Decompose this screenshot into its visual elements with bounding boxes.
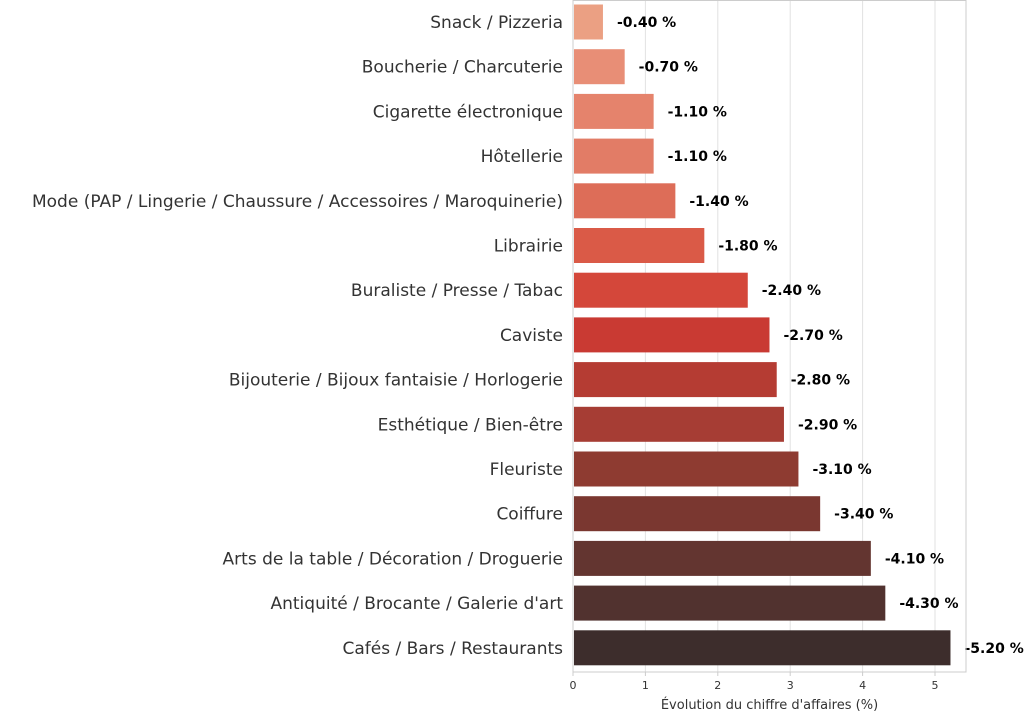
value-label: -2.70 % [783,328,842,344]
category-label: Cafés / Bars / Restaurants [342,639,563,659]
value-label: -0.40 % [617,15,676,31]
x-tick-label: 5 [932,679,939,692]
bar [574,585,886,621]
category-label: Fleuriste [490,460,563,480]
category-label: Coiffure [496,505,563,525]
bar [574,406,784,442]
value-labels: -0.40 % -0.70 % -1.10 % -1.10 % -1.40 % -1.80… [617,15,1024,657]
value-label: -1.10 % [668,104,727,120]
category-label: Hôtellerie [481,147,563,167]
value-label: -4.10 % [885,551,944,567]
value-label: -1.80 % [718,239,777,255]
category-label: Librairie [494,237,563,257]
value-label: -4.30 % [899,596,958,612]
x-tick-label: 1 [642,679,649,692]
x-tick-label: 4 [859,679,866,692]
bar [574,362,777,398]
bar [574,451,799,487]
x-tick-label: 3 [787,679,794,692]
value-label: -2.80 % [791,373,850,389]
category-label: Bijouterie / Bijoux fantaisie / Horloger… [229,371,563,391]
category-label: Arts de la table / Décoration / Drogueri… [223,549,563,569]
category-label: Buraliste / Presse / Tabac [351,281,563,301]
value-label: -5.20 % [964,641,1023,657]
value-label: -1.40 % [689,194,748,210]
bar [574,93,654,129]
bar [574,183,676,219]
category-label: Esthétique / Bien-être [378,415,563,435]
x-tick-label: 2 [714,679,721,692]
bars [574,4,951,666]
category-label: Mode (PAP / Lingerie / Chaussure / Acces… [32,192,563,212]
category-labels: Snack / Pizzeria Boucherie / Charcuterie C… [32,13,563,659]
value-label: -1.10 % [668,149,727,165]
bar [574,272,748,308]
value-label: -2.90 % [798,417,857,433]
bar [574,49,625,85]
x-tick-label: 0 [570,679,577,692]
bar [574,630,951,666]
bar [574,540,871,576]
bar [574,496,821,532]
x-axis-ticks: 0 1 2 3 4 5 [570,672,939,692]
value-label: -2.40 % [762,283,821,299]
category-label: Snack / Pizzeria [430,13,563,33]
value-label: -3.10 % [812,462,871,478]
plot-frame [572,0,967,673]
x-axis-title: Évolution du chiffre d'affaires (%) [661,697,878,713]
value-label: -0.70 % [639,60,698,76]
category-label: Caviste [500,326,563,346]
value-label: -3.40 % [834,507,893,523]
category-label: Antiquité / Brocante / Galerie d'art [270,594,563,614]
bar [574,228,705,263]
bar [574,317,770,353]
bar [574,138,654,174]
category-label: Cigarette électronique [373,102,563,122]
category-label: Boucherie / Charcuterie [362,58,563,78]
bar [574,4,603,40]
